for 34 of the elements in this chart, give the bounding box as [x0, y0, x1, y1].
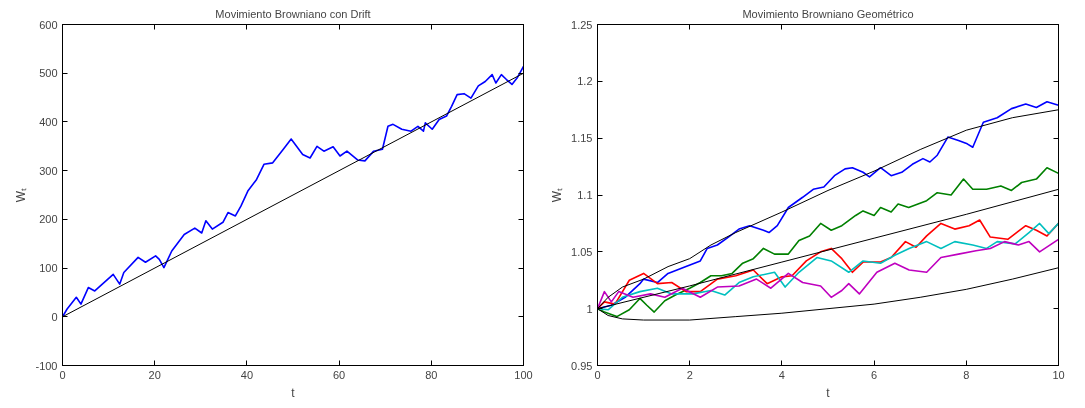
y-tick-label: 0.95 [571, 359, 593, 372]
y-tick-label: 500 [39, 67, 58, 80]
x-tick-label: 2 [686, 368, 693, 381]
x-tick-label: 60 [332, 368, 346, 381]
x-tick-label: 6 [871, 368, 878, 381]
y-tick-label: 0 [51, 310, 58, 323]
x-tick-label: 100 [514, 368, 533, 381]
y-tick-label: 200 [39, 213, 58, 226]
chart-title: Movimiento Browniano con Drift [215, 7, 371, 20]
y-tick-label: 1.25 [571, 18, 593, 31]
x-tick-label: 0 [594, 368, 601, 381]
y-tick-label: 1.1 [577, 189, 593, 201]
x-axis-title: t [291, 385, 296, 400]
x-tick-label: 4 [778, 368, 785, 381]
y-tick-label: 1.15 [571, 132, 593, 145]
x-tick-label: 8 [963, 368, 970, 381]
y-axis-title: Wₜ [14, 187, 29, 203]
x-tick-label: 80 [425, 368, 438, 381]
y-tick-label: 1 [586, 302, 593, 315]
x-tick-label: 10 [1052, 368, 1065, 381]
y-tick-label: 1.05 [571, 245, 593, 258]
y-tick-label: 1.2 [577, 75, 593, 88]
x-tick-label: 0 [59, 368, 66, 381]
line-series [597, 238, 1059, 310]
y-axis-title: Wₜ [550, 187, 565, 203]
x-axis-title: t [826, 385, 831, 400]
y-tick-label: 400 [39, 115, 58, 128]
chart-title: Movimiento Browniano Geométrico [742, 7, 914, 20]
y-tick-label: 300 [39, 164, 58, 177]
y-tick-label: 600 [39, 18, 58, 31]
x-tick-label: 40 [240, 368, 254, 381]
x-tick-label: 20 [148, 368, 161, 381]
y-tick-label: 100 [39, 262, 58, 275]
y-tick-label: -100 [35, 359, 58, 372]
